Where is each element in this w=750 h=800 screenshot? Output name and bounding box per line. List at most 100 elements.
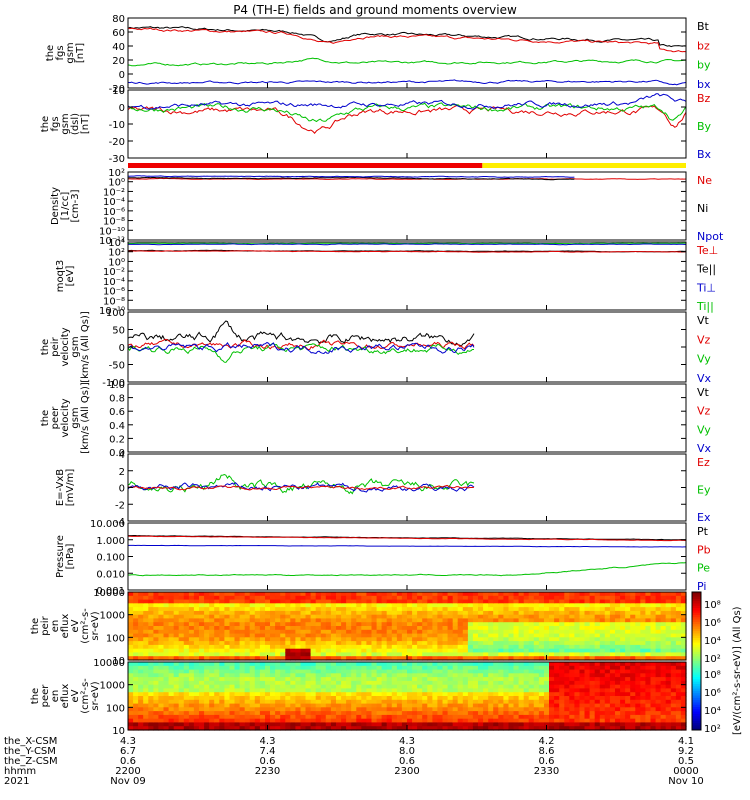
ytick-label: 50	[112, 326, 125, 337]
legend-pressure: Pt	[697, 525, 709, 538]
xaxis-value: 0.6	[539, 756, 555, 767]
ylabel-fgs_dsl: (dsl)	[70, 113, 81, 135]
peir-spectrogram	[128, 592, 687, 661]
xaxis-value: 2300	[394, 766, 419, 777]
ytick-label: 1.0	[109, 380, 125, 391]
ytick-label: 10⁻¹²	[99, 236, 125, 247]
ytick-label: 1.000	[96, 536, 125, 547]
colorbar-label: [eV/(cm²-s-sr-eV)] (All Qs)	[732, 606, 743, 735]
ytick-label: 10⁻¹⁰	[99, 226, 125, 237]
figure-title: P4 (TH-E) fields and ground moments over…	[233, 3, 517, 17]
xaxis-value: 4.2	[539, 736, 555, 747]
ytick-label: 10⁻⁶	[103, 287, 125, 298]
legend-density: Npot	[697, 230, 724, 243]
ytick-label: 0	[119, 484, 125, 495]
ylabel-efield: E=-VxB	[55, 469, 66, 506]
xaxis-value: 0.6	[120, 756, 136, 767]
ytick-label: 80	[112, 14, 125, 25]
ylabel-peer_vel: [km/s (All Qs)]	[80, 382, 91, 454]
legend-peer_vel: Vz	[697, 405, 711, 418]
ylabel-density: Density	[50, 187, 61, 225]
series-Pb-line	[127, 535, 687, 542]
panel-frame-efield	[127, 453, 687, 522]
ytick-label: 10	[112, 86, 125, 97]
legend-fgs_gsm: by	[697, 59, 711, 72]
xaxis-value: 2230	[255, 766, 280, 777]
xaxis-row-label: the_Z-CSM	[4, 756, 58, 767]
xaxis-value: 4.3	[399, 736, 415, 747]
legend-density: Ni	[697, 202, 708, 215]
legend-fgs_dsl: Bx	[697, 148, 712, 161]
legend-temp: Ti||	[696, 300, 714, 313]
legend-pressure: Pb	[697, 543, 711, 556]
ytick-label: -20	[109, 137, 125, 148]
ytick-label: 0.0	[109, 448, 125, 459]
ytick-label: -4	[115, 517, 125, 528]
ylabel-peir_spec: eV	[70, 619, 81, 632]
mode-bar-slow	[128, 163, 483, 168]
ylabel-peer_spec: the	[30, 688, 41, 704]
xaxis-value: 2200	[115, 766, 140, 777]
ylabel-density: [1/cc]	[60, 192, 71, 221]
ylabel-density: [cm-3]	[70, 189, 81, 222]
legend-fgs_gsm: bz	[697, 39, 710, 52]
ytick-label: -2	[115, 500, 125, 511]
ylabel-efield: [mV/m]	[65, 469, 76, 507]
xaxis-value: Nov 09	[110, 776, 145, 787]
ytick-label: 10⁻²	[103, 187, 125, 198]
ylabel-peir_spec: eflux	[60, 614, 71, 639]
legend-peer_vel: Vt	[697, 386, 710, 399]
legend-efield: Ey	[697, 484, 711, 497]
xaxis-row-label: the_X-CSM	[4, 736, 57, 747]
ylabel-peer_spec: eV	[70, 689, 81, 702]
legend-peir_vel: Vy	[697, 353, 711, 366]
series-Pi-line	[128, 544, 686, 548]
xaxis-row-label: the_Y-CSM	[4, 746, 56, 757]
ylabel-peir_spec: sr-eV)	[90, 611, 101, 640]
ytick-label: 10000	[93, 658, 125, 669]
legend-peir_vel: Vt	[697, 314, 710, 327]
ytick-label: 10⁴	[108, 238, 125, 249]
xaxis-value: 6.7	[120, 746, 136, 757]
xaxis-value: 0.6	[260, 756, 276, 767]
series-Bx-line	[127, 93, 687, 110]
series-Vx-line	[127, 341, 475, 355]
ylabel-pressure: [nPa]	[65, 543, 76, 569]
legend-peir_vel: Vx	[697, 372, 712, 385]
ylabel-fgs_dsl: fgs	[50, 116, 61, 131]
xaxis-value: 4.1	[678, 736, 694, 747]
xaxis-value: 9.2	[678, 746, 694, 757]
ytick-label: -100	[102, 378, 125, 389]
series-Ey-line	[127, 473, 475, 495]
colorbar-tick-label: 10⁸	[704, 670, 721, 681]
ytick-label: 1000	[100, 681, 125, 692]
ylabel-fgs_gsm: the	[45, 45, 56, 61]
legend-temp: Te⊥	[696, 244, 718, 257]
legend-pressure: Pi	[697, 580, 706, 593]
ylabel-peir_spec: en	[50, 620, 61, 633]
series-Pe-line	[128, 562, 687, 577]
ylabel-peer_spec: eflux	[60, 684, 71, 709]
series-By-line	[127, 102, 687, 123]
ylabel-peir_vel: velocity	[60, 327, 71, 366]
ytick-label: 10	[112, 726, 125, 737]
ytick-label: 10⁻²	[103, 267, 125, 278]
ytick-label: 10	[112, 656, 125, 667]
ytick-label: 2	[119, 467, 125, 478]
colorbar-tick-label: 10⁶	[704, 688, 721, 699]
legend-peer_vel: Vx	[697, 442, 712, 455]
ylabel-peir_vel: peir	[50, 336, 61, 356]
ytick-label: 10⁰	[108, 178, 125, 189]
ytick-label: 100	[106, 633, 125, 644]
ytick-label: 10⁻⁶	[103, 207, 125, 218]
peer-spectrogram	[128, 662, 687, 731]
ylabel-peir_spec: the	[30, 618, 41, 634]
ylabel-pressure: Pressure	[55, 535, 66, 578]
legend-peir_vel: Vz	[697, 333, 711, 346]
ytick-label: 0.2	[109, 434, 125, 445]
xaxis-value: 0.6	[399, 756, 415, 767]
colorbar-tick-label: 10⁴	[704, 636, 721, 647]
ytick-label: 10⁻⁸	[103, 217, 125, 228]
ytick-label: 10000	[93, 588, 125, 599]
